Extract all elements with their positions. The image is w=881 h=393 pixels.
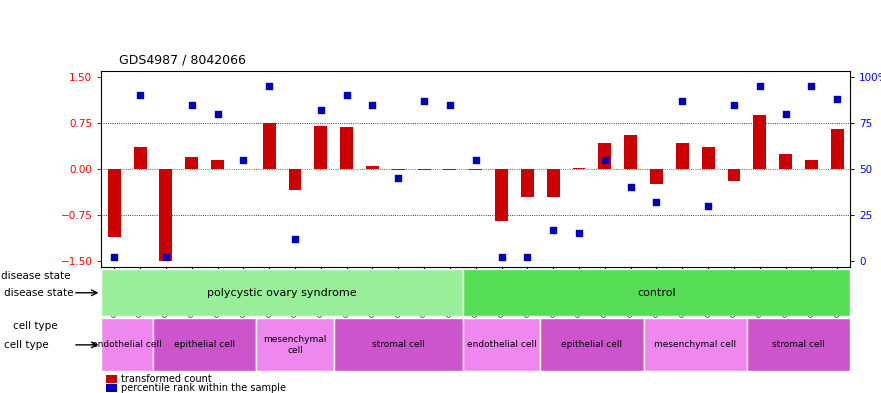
Point [339,92,353,98]
Point [494,254,508,261]
Bar [753,115,766,169]
Point [649,199,663,205]
Bar [676,143,689,169]
Point [624,184,638,191]
Bar [573,168,586,169]
Text: endothelial cell: endothelial cell [93,340,162,349]
Bar [728,169,740,181]
Bar [288,169,301,191]
Bar [340,127,353,169]
Point [701,203,715,209]
Point [107,254,122,261]
Bar [366,166,379,169]
Bar [107,169,121,237]
Bar [211,160,224,169]
Text: stromal cell: stromal cell [772,340,825,349]
Text: mesenchymal
cell: mesenchymal cell [263,335,327,354]
Point [598,157,612,163]
Point [263,83,277,89]
Bar [463,318,540,371]
Bar [805,160,818,169]
Point [236,157,250,163]
Text: percentile rank within the sample: percentile rank within the sample [121,383,285,393]
Bar [831,129,844,169]
Text: endothelial cell: endothelial cell [467,340,537,349]
Bar [159,169,173,261]
Point [804,83,818,89]
Text: cell type: cell type [13,321,58,331]
Text: control: control [637,288,676,298]
Bar [470,169,482,170]
Bar [134,147,146,169]
Point [521,254,535,261]
Bar [547,169,559,196]
Point [572,230,586,237]
Text: epithelial cell: epithelial cell [174,340,235,349]
Bar [463,269,850,316]
Point [314,107,328,113]
Bar [644,318,747,371]
Point [417,98,431,104]
Point [211,110,225,117]
Text: stromal cell: stromal cell [372,340,425,349]
Bar [495,169,508,221]
Text: disease state: disease state [4,288,74,298]
Point [469,157,483,163]
Point [675,98,689,104]
Text: polycystic ovary syndrome: polycystic ovary syndrome [207,288,357,298]
Bar [625,135,637,169]
Bar [334,318,463,371]
Point [133,92,147,98]
Point [779,110,793,117]
Bar [779,154,792,169]
Text: epithelial cell: epithelial cell [561,340,623,349]
Point [288,236,302,242]
Text: GDS4987 / 8042066: GDS4987 / 8042066 [119,54,246,67]
Bar [650,169,663,184]
Point [830,96,844,102]
Point [391,175,405,181]
Bar [418,169,431,170]
Bar [101,318,153,371]
Bar [263,123,276,169]
Text: transformed count: transformed count [121,374,211,384]
Bar [443,169,456,170]
Point [727,101,741,108]
Point [159,254,173,261]
Bar [185,157,198,169]
Bar [540,318,644,371]
Bar [598,143,611,169]
Point [366,101,380,108]
Bar [153,318,256,371]
Bar [701,147,714,169]
Bar [392,169,404,170]
Bar [747,318,850,371]
Bar [256,318,334,371]
Text: disease state: disease state [1,271,70,281]
Bar [521,169,534,196]
Point [185,101,199,108]
Point [443,101,457,108]
Point [752,83,766,89]
Bar [315,126,327,169]
Text: cell type: cell type [4,340,49,350]
Point [546,227,560,233]
Bar [101,269,463,316]
Text: mesenchymal cell: mesenchymal cell [655,340,737,349]
